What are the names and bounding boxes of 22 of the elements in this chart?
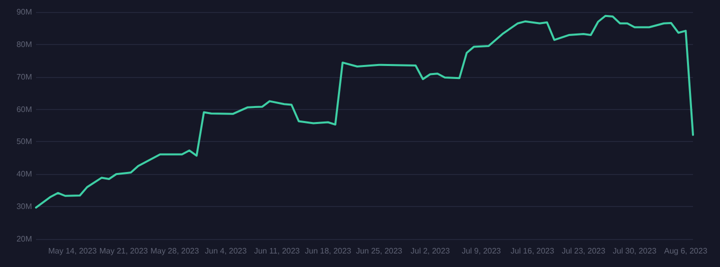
x-tick-label: Jul 16, 2023 xyxy=(510,246,555,256)
y-tick-label: 20M xyxy=(16,234,32,244)
x-tick-label: Jul 23, 2023 xyxy=(562,246,606,256)
x-tick-label: May 14, 2023 xyxy=(48,246,98,256)
x-tick-label: Jul 30, 2023 xyxy=(612,246,657,256)
y-tick-label: 90M xyxy=(16,8,32,16)
x-tick-label: Jun 11, 2023 xyxy=(254,246,300,256)
x-tick-label: Aug 6, 2023 xyxy=(664,246,708,256)
y-tick-label: 40M xyxy=(16,170,32,179)
line-series xyxy=(35,14,694,209)
x-tick-label: May 21, 2023 xyxy=(99,246,148,256)
x-tick-label: Jul 2, 2023 xyxy=(410,246,450,256)
x-tick-label: Jun 4, 2023 xyxy=(204,246,248,256)
y-tick-label: 50M xyxy=(16,137,32,146)
x-tick-label: May 28, 2023 xyxy=(150,246,200,256)
x-tick-label: Jul 9, 2023 xyxy=(462,246,502,256)
y-tick-label: 60M xyxy=(16,104,32,114)
y-tick-label: 30M xyxy=(16,202,32,212)
y-tick-label: 70M xyxy=(16,72,32,82)
y-tick-label: 80M xyxy=(16,40,32,49)
x-tick-label: Jun 25, 2023 xyxy=(356,246,403,256)
x-tick-label: Jun 18, 2023 xyxy=(304,246,352,256)
